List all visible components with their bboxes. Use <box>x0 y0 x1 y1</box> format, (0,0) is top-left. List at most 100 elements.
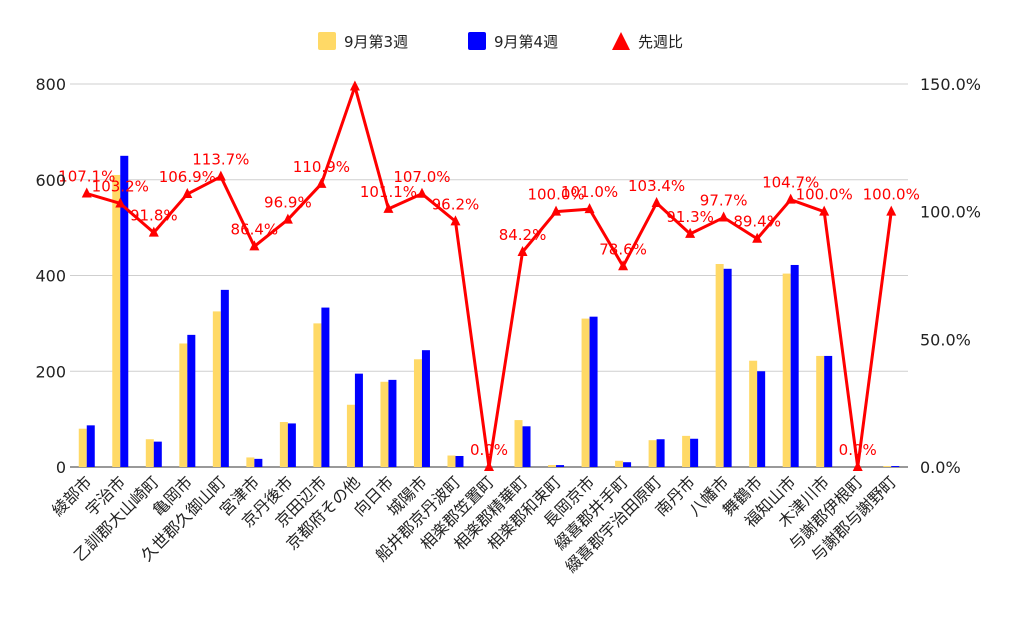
ratio-data-label: 91.3% <box>666 208 714 226</box>
bar-week4 <box>589 316 598 467</box>
ratio-marker <box>450 215 461 226</box>
bar-week4 <box>690 438 699 467</box>
bar-week4 <box>287 423 296 467</box>
ratio-data-label: 100.0% <box>527 186 584 204</box>
bar-week4 <box>757 371 766 467</box>
bar-week4 <box>556 465 565 467</box>
ratio-marker <box>383 202 394 213</box>
ratio-marker <box>584 203 595 214</box>
bar-week3 <box>212 311 221 467</box>
legend-swatch <box>318 32 336 50</box>
bar-week3 <box>447 455 456 467</box>
bar-week3 <box>112 174 121 467</box>
ratio-data-label: 97.7% <box>700 192 748 210</box>
ratio-data-label: 100.0% <box>796 186 853 204</box>
bar-week4 <box>522 426 531 467</box>
ratio-data-label: 89.4% <box>733 213 781 231</box>
legend-swatch <box>612 32 630 50</box>
ratio-data-label: 86.4% <box>231 220 279 238</box>
ratio-data-label: 107.1% <box>58 168 115 186</box>
ratio-data-label: 103.2% <box>92 177 149 195</box>
ratio-marker <box>115 197 126 208</box>
bar-week3 <box>749 360 758 467</box>
bar-week4 <box>86 425 95 467</box>
ratio-data-label: 113.7% <box>192 151 249 169</box>
ratio-data-label: 84.2% <box>499 226 547 244</box>
bar-week4 <box>153 441 162 467</box>
bar-week4 <box>455 455 464 467</box>
ratio-data-label: 101.1% <box>360 183 417 201</box>
bar-week3 <box>615 460 624 467</box>
ratio-marker <box>81 187 92 198</box>
bar-week3 <box>346 404 355 467</box>
legend-label: 先週比 <box>638 33 683 51</box>
bar-week3 <box>179 343 188 467</box>
bar-week4 <box>120 155 129 467</box>
left-axis-tick-label: 200 <box>35 362 66 381</box>
ratio-data-label: 78.6% <box>599 240 647 258</box>
ratio-data-label: 96.2% <box>432 195 480 213</box>
ratio-marker <box>685 227 696 238</box>
bar-week3 <box>782 273 791 467</box>
ratio-data-label: 110.9% <box>293 158 350 176</box>
ratio-marker <box>517 246 528 257</box>
legend: 9月第3週 9月第4週 先週比 <box>318 32 683 51</box>
bar-week3 <box>246 457 255 467</box>
bar-week4 <box>220 289 229 467</box>
ratio-marker <box>148 226 159 237</box>
legend-swatch <box>468 32 486 50</box>
ratio-line <box>86 85 893 469</box>
right-axis-tick-label: 100.0% <box>920 203 981 222</box>
bar-week3 <box>548 465 557 467</box>
ratio-data-label: 91.8% <box>130 207 178 225</box>
left-axis-tick-label: 600 <box>35 171 66 190</box>
bar-week4 <box>824 355 833 467</box>
ratio-marker <box>182 188 193 199</box>
bar-week3 <box>145 439 154 467</box>
ratio-marker <box>618 260 629 271</box>
bar-week3 <box>715 264 724 467</box>
bar-week3 <box>682 435 691 467</box>
bar-week4 <box>421 350 430 467</box>
ratio-marker <box>349 80 360 91</box>
ratio-data-label: 0.0% <box>470 441 508 459</box>
bar-week4 <box>623 462 632 467</box>
legend-label: 9月第3週 <box>344 33 408 51</box>
ratio-data-label: 101.0% <box>561 183 618 201</box>
bar-week3 <box>581 318 590 467</box>
left-axis-tick-label: 0 <box>56 458 66 477</box>
right-axis-tick-label: 0.0% <box>920 458 961 477</box>
bar-week4 <box>790 264 799 467</box>
ratio-data-label: 104.7% <box>762 174 819 192</box>
bar-week4 <box>321 307 330 467</box>
ratio-marker <box>785 193 796 204</box>
bar-week3 <box>279 421 288 467</box>
bar-week3 <box>816 355 825 467</box>
ratio-marker <box>215 170 226 181</box>
ratio-marker <box>484 461 494 471</box>
ratio-data-label: 107.0% <box>393 168 450 186</box>
right-axis-tick-label: 150.0% <box>920 75 981 94</box>
bar-week4 <box>388 379 397 467</box>
ratio-marker <box>886 205 897 216</box>
bar-week4 <box>354 373 363 467</box>
bar-series <box>78 155 900 467</box>
bar-week4 <box>891 466 900 467</box>
left-axis-tick-label: 400 <box>35 267 66 286</box>
ratio-marker <box>651 196 662 207</box>
legend-label: 9月第4週 <box>494 33 558 51</box>
ratio-data-label: 106.9% <box>159 168 216 186</box>
ratio-data-label: 0.0% <box>839 441 877 459</box>
bar-week3 <box>78 428 87 467</box>
bar-week3 <box>413 359 422 467</box>
ratio-marker <box>718 211 729 222</box>
ratio-marker <box>416 187 427 198</box>
bar-week4 <box>656 439 665 467</box>
bar-week4 <box>254 458 263 467</box>
ratio-data-label: 96.9% <box>264 194 312 212</box>
bar-week4 <box>723 268 732 467</box>
ratio-data-label: 103.4% <box>628 177 685 195</box>
bar-week3 <box>313 323 322 467</box>
gridlines <box>70 83 908 468</box>
